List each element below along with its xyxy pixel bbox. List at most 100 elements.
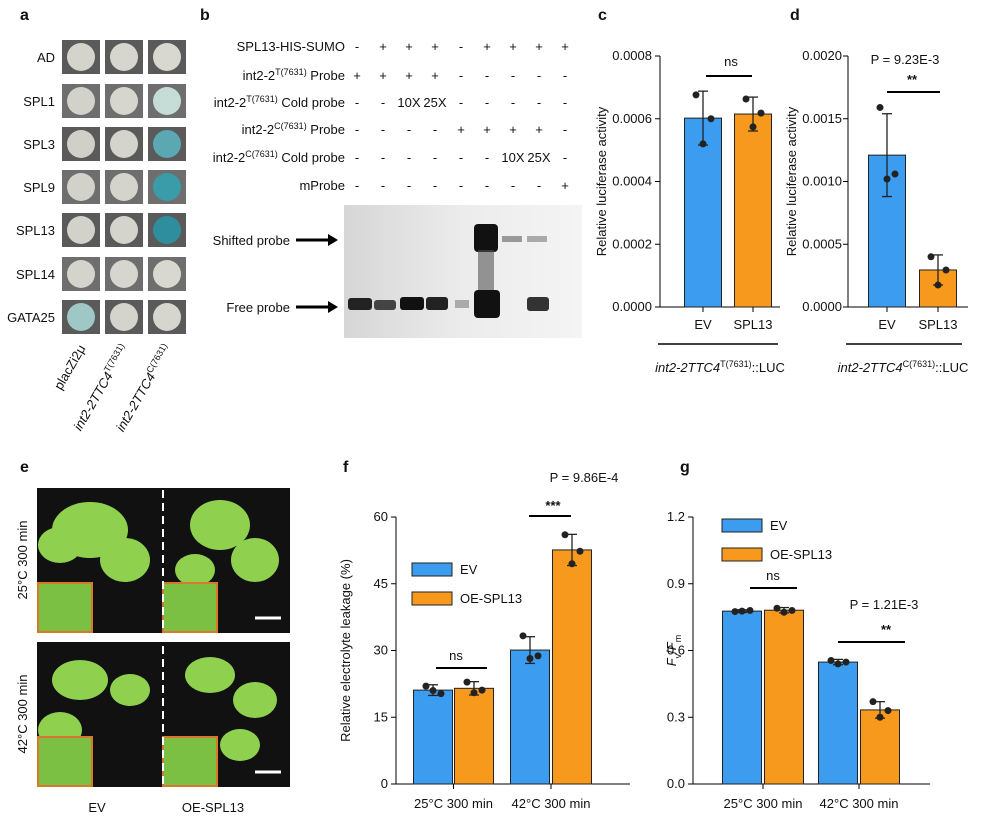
row-label: mProbe [299, 178, 345, 193]
row-label: int2-2C(7631) Probe [242, 121, 345, 137]
lane-symbol: - [355, 178, 359, 193]
column-label: placZi2μ [51, 342, 89, 392]
x-tick-label: 25°C 300 min [414, 796, 493, 811]
text-piece: int2-2 [242, 122, 275, 137]
arrow-label: Free probe [226, 300, 290, 315]
data-point [780, 608, 788, 616]
lane-symbol: - [485, 178, 489, 193]
lane-symbol: - [355, 95, 359, 110]
lane-symbol: + [379, 68, 387, 83]
lane-symbol: + [535, 39, 543, 54]
lane-symbol: + [509, 39, 517, 54]
text-piece: F [664, 657, 679, 666]
data-point [788, 606, 796, 614]
condition-label: 42°C 300 min [15, 675, 30, 754]
data-point [876, 103, 884, 111]
y-tick-label: 0.0000 [802, 299, 842, 314]
colony [67, 43, 95, 71]
text-piece: T(7631) [246, 94, 278, 104]
lane-symbol: - [537, 178, 541, 193]
data-point [746, 606, 754, 614]
colony [153, 173, 181, 201]
text-piece: Cold probe [278, 95, 345, 110]
y-tick-label: 0.3 [667, 709, 685, 724]
lane-symbol: - [459, 95, 463, 110]
text-piece: Probe [307, 122, 345, 137]
lane-symbol: - [537, 95, 541, 110]
data-point [568, 560, 576, 568]
lane-symbol: + [483, 122, 491, 137]
lane-symbol: - [459, 178, 463, 193]
y-tick-label: 45 [374, 576, 388, 591]
data-point [576, 547, 584, 555]
genotype-label: EV [88, 800, 106, 815]
data-point [429, 687, 437, 695]
panel-letter: b [200, 7, 210, 24]
panel-letter: c [598, 7, 607, 24]
data-point [526, 655, 534, 663]
lane-symbol: + [509, 122, 517, 137]
data-point [884, 707, 892, 715]
annotation: P = 9.23E-3 [871, 52, 940, 67]
row-label: GATA25 [7, 310, 55, 325]
colony [110, 87, 138, 115]
y-tick-label: 0.0005 [802, 236, 842, 251]
y-tick-label: 0.0006 [612, 111, 652, 126]
text-piece: T(7631) [102, 341, 126, 373]
row-label: int2-2C(7631) Cold probe [213, 149, 345, 165]
data-point [876, 713, 884, 721]
panel-letter: d [790, 7, 800, 24]
arrow-label: Shifted probe [213, 233, 290, 248]
data-point [707, 115, 715, 123]
bar [510, 649, 550, 785]
text-piece: F [664, 641, 679, 650]
text-piece: int2-2TTC4 [70, 369, 116, 433]
data-point [827, 657, 835, 665]
bar [734, 113, 772, 308]
lane-symbol: - [485, 95, 489, 110]
lane-symbol: 25X [423, 95, 446, 110]
lane-symbol: 10X [501, 150, 524, 165]
text-piece: C(7631) [903, 359, 936, 369]
x-tick-label: EV [694, 317, 712, 332]
y-axis-label: Fv/Fm [664, 635, 683, 667]
lane-symbol: + [431, 68, 439, 83]
colony [153, 216, 181, 244]
colony [110, 303, 138, 331]
lane-symbol: - [407, 122, 411, 137]
annotation: ** [907, 72, 918, 87]
legend-swatch [411, 562, 453, 577]
colony [67, 303, 95, 331]
data-point [773, 604, 781, 612]
text-piece: int2-2TTC4 [113, 370, 159, 434]
text-piece: placZi2μ [51, 342, 89, 392]
colony [67, 87, 95, 115]
text-piece: T(7631) [720, 359, 752, 369]
text-piece: int2-2 [213, 150, 246, 165]
lane-symbol: - [381, 178, 385, 193]
lane-symbol: - [355, 150, 359, 165]
y-axis-label: Relative luciferase activity [594, 106, 609, 256]
x-tick-label: SPL13 [918, 317, 957, 332]
lane-symbol: + [561, 178, 569, 193]
plant-photos [37, 488, 290, 787]
data-point [757, 109, 765, 117]
lane-symbol: + [457, 122, 465, 137]
data-point [934, 281, 942, 289]
text-piece: int2-2 [243, 68, 276, 83]
condition-label: 25°C 300 min [15, 521, 30, 600]
lane-symbol: - [433, 150, 437, 165]
bar [552, 549, 592, 785]
text-piece: v [673, 653, 683, 658]
gel-image [344, 205, 582, 338]
lane-symbol: + [483, 39, 491, 54]
text-piece: ::LUC [935, 360, 968, 375]
row-label: int2-2T(7631) Cold probe [214, 94, 345, 110]
lane-symbol: - [407, 150, 411, 165]
x-tick-label: SPL13 [733, 317, 772, 332]
y-tick-label: 15 [374, 709, 388, 724]
bar [860, 709, 900, 785]
y-tick-label: 0.0020 [802, 48, 842, 63]
y-tick-label: 0.0000 [612, 299, 652, 314]
bar [818, 661, 858, 785]
